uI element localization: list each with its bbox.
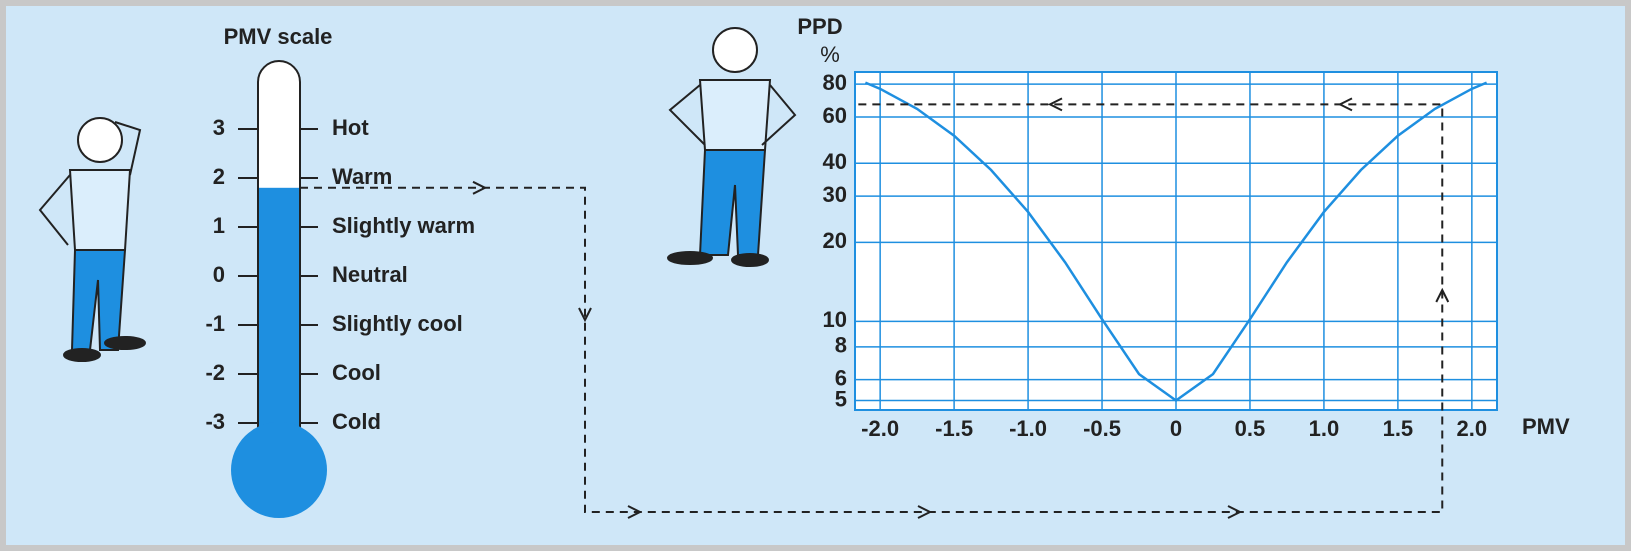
y-tick-label: 10 <box>823 307 847 332</box>
thermometer-bulb <box>231 422 327 518</box>
thermometer-title: PMV scale <box>224 24 333 49</box>
y-tick-label: 30 <box>823 182 847 207</box>
x-tick-label: 0 <box>1170 416 1182 441</box>
scale-value: -1 <box>205 311 225 336</box>
ppd-curve <box>864 81 1488 403</box>
arrow-head <box>1227 505 1243 519</box>
x-tick-label: -2.0 <box>861 416 899 441</box>
x-tick-label: 0.5 <box>1235 416 1266 441</box>
x-tick-label: 2.0 <box>1457 416 1488 441</box>
x-tick-label: 1.5 <box>1383 416 1414 441</box>
y-tick-label: 80 <box>823 70 847 95</box>
x-axis-title: PMV <box>1522 414 1570 439</box>
figure-warm <box>667 27 797 267</box>
scale-value: 2 <box>213 164 225 189</box>
scale-label: Hot <box>332 115 369 140</box>
scale-value: 0 <box>213 262 225 287</box>
scale-value: 3 <box>213 115 225 140</box>
scale-label: Cool <box>332 360 381 385</box>
scale-label: Slightly cool <box>332 311 463 336</box>
example-route <box>300 103 1444 513</box>
arrow-head <box>472 180 488 195</box>
arrow-head <box>917 505 933 519</box>
arrow-head <box>627 505 643 519</box>
y-tick-label: 6 <box>835 365 847 390</box>
y-axis-unit: % <box>820 42 840 67</box>
x-tick-label: -1.5 <box>935 416 973 441</box>
scale-value: -2 <box>205 360 225 385</box>
figure-hot <box>38 117 146 362</box>
y-tick-label: 20 <box>823 228 847 253</box>
scale-label: Cold <box>332 409 381 434</box>
thermometer-fill <box>259 187 299 461</box>
scale-label: Warm <box>332 164 392 189</box>
x-tick-label: -1.0 <box>1009 416 1047 441</box>
arrow-head <box>1047 97 1063 112</box>
scale-label: Slightly warm <box>332 213 475 238</box>
y-tick-label: 60 <box>823 103 847 128</box>
scale-label: Neutral <box>332 262 408 287</box>
arrow-head <box>1337 97 1353 112</box>
y-axis-title: PPD <box>797 14 842 39</box>
x-tick-label: -0.5 <box>1083 416 1121 441</box>
scale-value: -3 <box>205 409 225 434</box>
x-tick-label: 1.0 <box>1309 416 1340 441</box>
scale-value: 1 <box>213 213 225 238</box>
arrow-head <box>578 307 592 323</box>
y-tick-label: 8 <box>835 333 847 358</box>
arrow-head <box>1435 287 1450 303</box>
y-tick-label: 5 <box>835 386 847 411</box>
y-tick-label: 40 <box>823 149 847 174</box>
